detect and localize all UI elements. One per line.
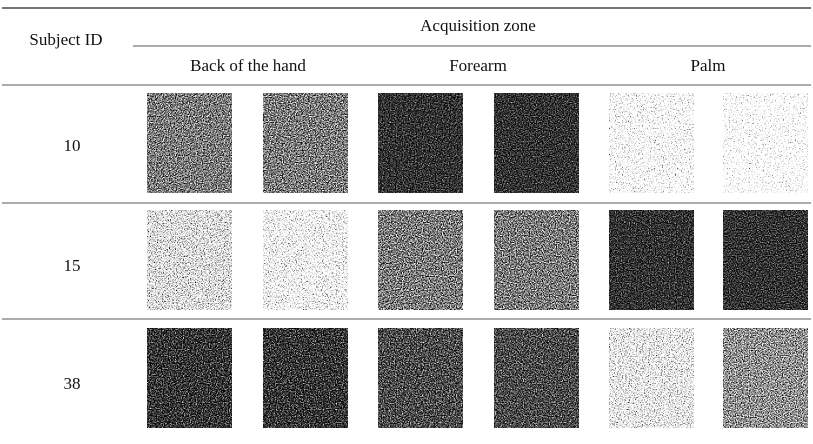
skin-image <box>609 210 694 310</box>
skin-image <box>263 210 348 310</box>
skin-image <box>609 328 694 428</box>
skin-image <box>494 328 579 428</box>
table: Subject ID Acquisition zone Back of the … <box>0 0 813 439</box>
skin-image <box>494 93 579 193</box>
skin-image <box>263 93 348 193</box>
subject-id: 15 <box>64 256 81 275</box>
zone-header: Forearm <box>449 56 507 75</box>
skin-image <box>147 328 232 428</box>
skin-image <box>147 93 232 193</box>
subject-id: 10 <box>64 136 81 155</box>
zone-header: Palm <box>691 56 726 75</box>
skin-image <box>378 328 463 428</box>
skin-image <box>147 210 232 310</box>
skin-image <box>378 93 463 193</box>
skin-image <box>609 93 694 193</box>
skin-image <box>723 328 808 428</box>
subject-id: 38 <box>64 374 81 393</box>
group-header: Acquisition zone <box>420 16 536 35</box>
skin-image <box>494 210 579 310</box>
skin-image <box>723 93 808 193</box>
zone-header: Back of the hand <box>190 56 306 75</box>
skin-image <box>378 210 463 310</box>
skin-image <box>263 328 348 428</box>
skin-image <box>723 210 808 310</box>
row-label-header: Subject ID <box>29 30 102 49</box>
